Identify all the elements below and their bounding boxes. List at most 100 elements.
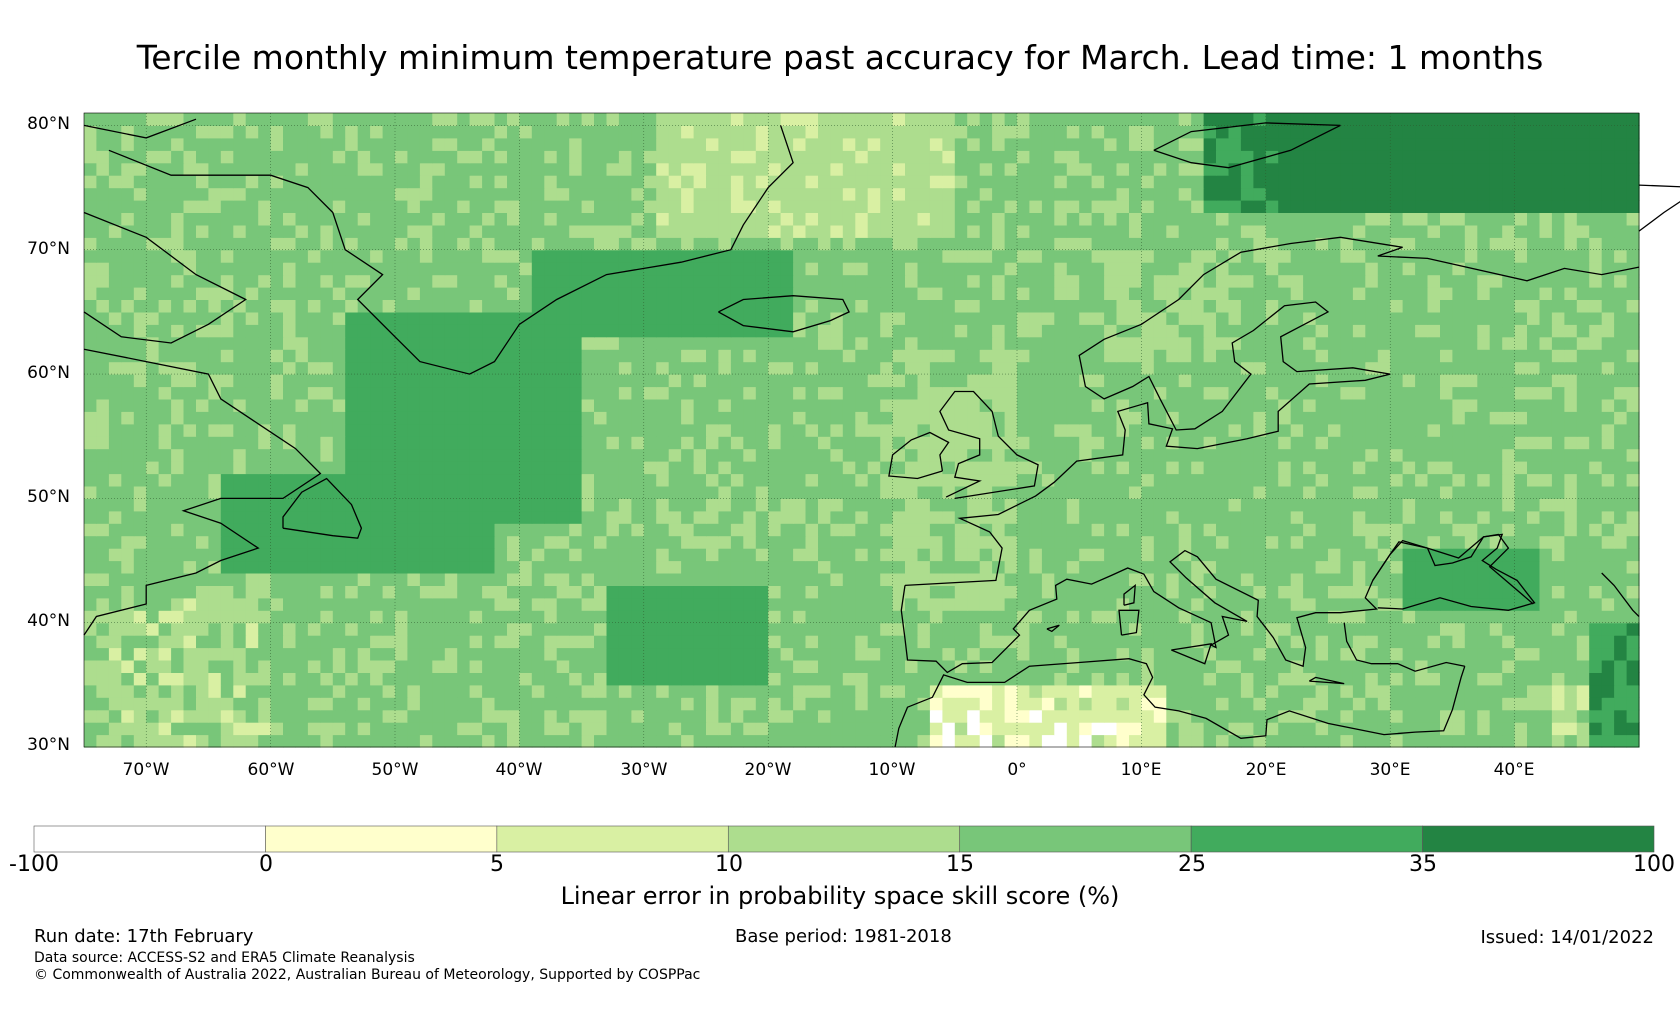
skill-cell: [1116, 473, 1130, 487]
skill-cell: [1477, 535, 1491, 549]
skill-cell: [1502, 411, 1516, 425]
skill-cell: [929, 262, 943, 276]
skill-cell: [171, 684, 185, 698]
skill-cell: [1601, 498, 1615, 512]
skill-cell: [1017, 473, 1030, 487]
skill-cell: [1390, 249, 1404, 263]
skill-cell: [1129, 411, 1142, 425]
skill-cell: [1017, 411, 1030, 425]
skill-cell: [1265, 635, 1279, 649]
skill-cell: [1589, 709, 1603, 723]
skill-cell: [743, 660, 757, 673]
skill-cell: [1153, 535, 1167, 549]
skill-cell: [1191, 498, 1205, 512]
skill-cell: [531, 510, 545, 524]
skill-cell: [1303, 635, 1317, 649]
skill-cell: [382, 262, 396, 276]
skill-cell: [146, 249, 160, 263]
skill-cell: [370, 697, 384, 711]
skill-cell: [1551, 560, 1565, 574]
skill-cell: [1452, 610, 1466, 624]
skill-cell: [1203, 697, 1217, 711]
skill-cell: [1589, 734, 1603, 748]
skill-cell: [830, 311, 844, 325]
skill-cell: [457, 548, 471, 562]
skill-cell: [1502, 548, 1516, 562]
skill-cell: [432, 510, 446, 524]
skill-cell: [1129, 622, 1142, 636]
skill-cell: [382, 660, 396, 673]
skill-cell: [1328, 635, 1341, 649]
skill-cell: [208, 374, 222, 388]
skill-cell: [805, 336, 819, 350]
skill-cell: [320, 635, 334, 649]
skill-cell: [1539, 324, 1553, 338]
skill-cell: [606, 535, 620, 549]
skill-cell: [1153, 448, 1167, 462]
skill-cell: [1054, 734, 1068, 748]
skill-cell: [743, 274, 757, 288]
skill-cell: [370, 734, 384, 748]
skill-cell: [1054, 262, 1068, 276]
skill-cell: [718, 672, 732, 686]
skill-cell: [631, 510, 645, 524]
skill-cell: [1253, 361, 1267, 375]
skill-cell: [942, 697, 956, 711]
skill-cell: [1415, 299, 1429, 313]
skill-cell: [569, 498, 583, 512]
skill-cell: [1489, 386, 1503, 400]
skill-cell: [979, 262, 993, 276]
skill-cell: [880, 498, 894, 512]
skill-cell: [494, 436, 508, 450]
skill-cell: [581, 299, 595, 313]
skill-cell: [606, 548, 620, 562]
skill-cell: [1402, 585, 1416, 599]
skill-cell: [283, 535, 296, 549]
skill-cell: [1178, 510, 1192, 524]
skill-cell: [855, 423, 869, 437]
skill-cell: [432, 535, 446, 549]
skill-cell: [842, 597, 856, 611]
skill-cell: [1104, 647, 1118, 661]
skill-cell: [1278, 523, 1292, 537]
skill-cell: [419, 398, 433, 412]
skill-cell: [507, 697, 520, 711]
skill-cell: [1564, 473, 1578, 487]
skill-cell: [1402, 423, 1416, 437]
skill-cell: [320, 722, 334, 736]
skill-cell: [245, 448, 259, 462]
skill-cell: [1253, 311, 1267, 325]
skill-cell: [805, 448, 819, 462]
skill-cell: [917, 473, 931, 487]
skill-cell: [768, 722, 782, 736]
skill-cell: [1079, 722, 1093, 736]
skill-cell: [905, 374, 918, 388]
skill-cell: [606, 709, 620, 723]
skill-cell: [345, 684, 359, 698]
skill-cell: [892, 672, 906, 686]
skill-cell: [1489, 311, 1503, 325]
skill-cell: [643, 635, 657, 649]
skill-cell: [1079, 635, 1093, 649]
skill-cell: [395, 461, 408, 475]
skill-cell: [805, 411, 819, 425]
skill-cell: [855, 485, 869, 499]
skill-cell: [917, 684, 931, 698]
skill-cell: [768, 485, 782, 499]
skill-cell: [1415, 473, 1429, 487]
skill-cell: [1029, 386, 1043, 400]
skill-cell: [171, 548, 185, 562]
skill-cell: [494, 647, 508, 661]
skill-cell: [793, 734, 807, 748]
skill-cell: [444, 523, 458, 537]
skill-cell: [755, 274, 769, 288]
skill-cell: [842, 660, 856, 673]
skill-cell: [283, 436, 296, 450]
skill-cell: [544, 311, 558, 325]
skill-cell: [755, 684, 769, 698]
skill-cell: [656, 423, 670, 437]
skill-cell: [581, 660, 595, 673]
skill-cell: [1614, 597, 1628, 611]
skill-cell: [581, 398, 595, 412]
skill-cell: [1290, 523, 1304, 537]
